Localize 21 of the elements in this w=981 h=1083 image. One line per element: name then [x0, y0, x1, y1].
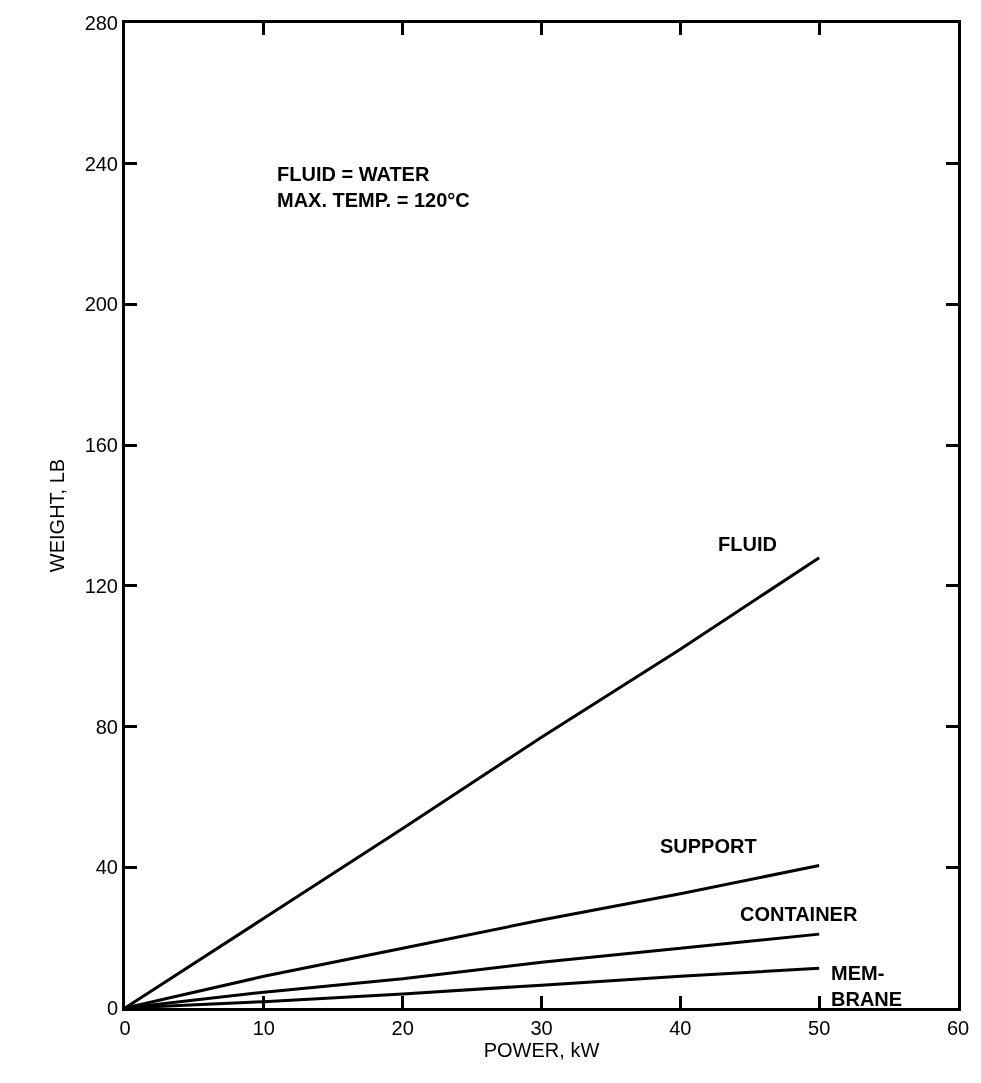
- x-tick-label: 10: [252, 1017, 275, 1039]
- annotation: FLUID = WATER MAX. TEMP. = 120°C: [277, 163, 470, 211]
- series-label: MEM- BRANE: [831, 962, 903, 1010]
- y-tick-label: 120: [84, 574, 118, 597]
- x-axis-title: POWER, kW: [483, 1039, 600, 1061]
- x-tick-label: 50: [808, 1017, 831, 1039]
- y-tick-label: 0: [106, 997, 118, 1019]
- y-tick-label: 160: [84, 434, 118, 457]
- y-tick-label: 200: [84, 293, 118, 316]
- y-tick-label: 240: [84, 152, 118, 175]
- y-tick-label: 40: [95, 856, 118, 879]
- x-tick-label: 40: [669, 1017, 692, 1039]
- y-axis-title: WEIGHT, LB: [46, 458, 69, 573]
- x-tick-label: 30: [530, 1017, 553, 1039]
- y-tick-label: 80: [95, 715, 118, 738]
- series-label: FLUID: [718, 533, 777, 555]
- y-tick-label: 280: [84, 12, 118, 34]
- x-tick-label: 60: [946, 1017, 970, 1039]
- series-label: CONTAINER: [740, 903, 858, 925]
- series-label: SUPPORT: [660, 835, 757, 857]
- x-tick-label: 20: [391, 1017, 414, 1039]
